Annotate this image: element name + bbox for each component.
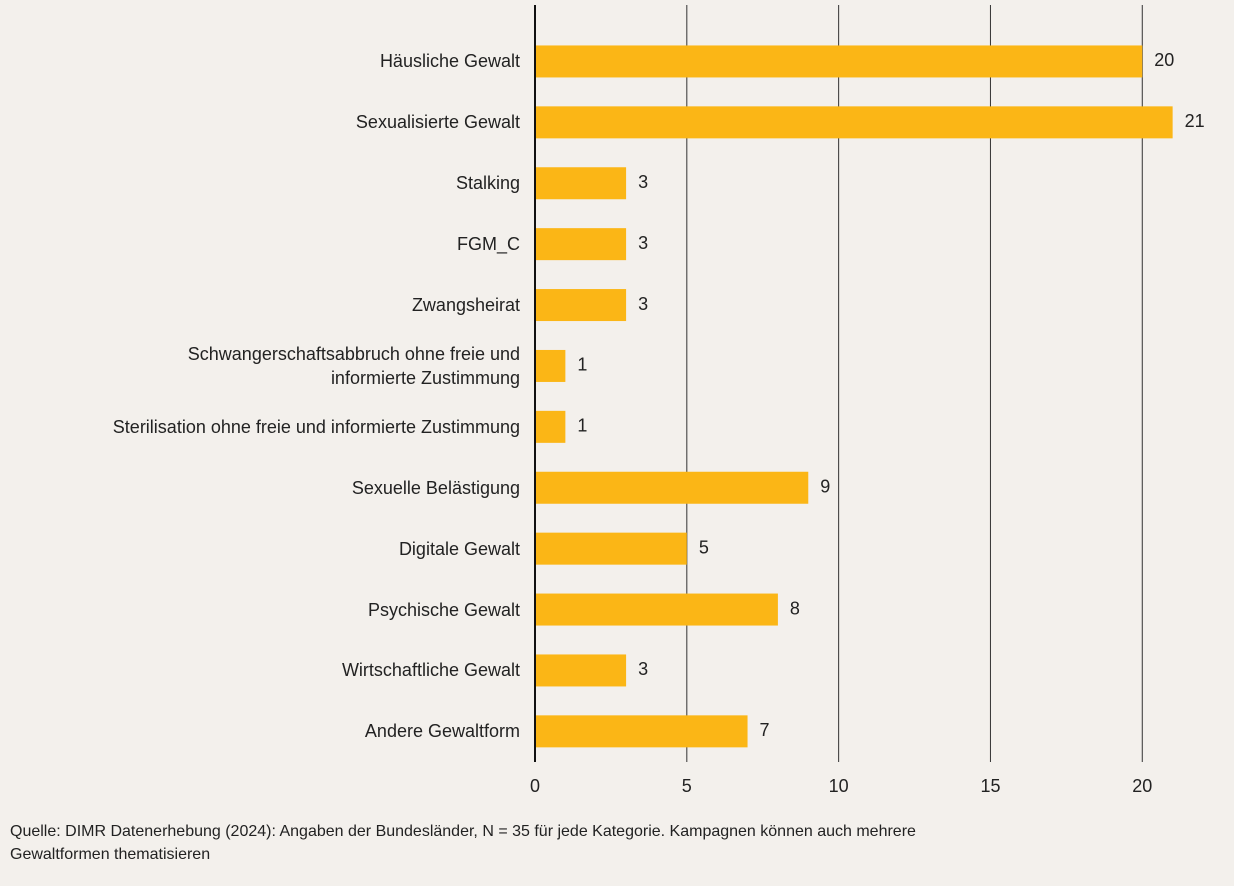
x-tick-label: 15	[980, 776, 1000, 796]
category-label: Sexuelle Belästigung	[351, 477, 520, 498]
category-label: Stalking	[455, 173, 520, 194]
value-label: 3	[638, 172, 648, 192]
bar	[535, 715, 748, 748]
bar	[535, 45, 1143, 78]
value-label: 3	[638, 233, 648, 253]
value-label: 20	[1154, 50, 1174, 70]
value-label: 1	[577, 355, 587, 375]
bar	[535, 532, 687, 565]
bar	[535, 654, 627, 687]
bar	[535, 593, 778, 626]
category-label: Zwangsheirat	[411, 295, 520, 316]
value-label: 3	[638, 294, 648, 314]
value-label: 9	[820, 477, 830, 497]
bar	[535, 289, 627, 322]
category-label: Andere Gewaltform	[364, 721, 520, 742]
category-label: Sexualisierte Gewalt	[355, 112, 520, 133]
source-note: Quelle: DIMR Datenerhebung (2024): Angab…	[10, 823, 916, 863]
category-label: Psychische Gewalt	[367, 599, 520, 620]
value-label: 3	[638, 659, 648, 679]
value-label: 1	[577, 416, 587, 436]
x-tick-label: 20	[1132, 776, 1152, 796]
bar	[535, 349, 566, 382]
value-label: 21	[1185, 111, 1205, 131]
category-label: FGM_C	[457, 234, 520, 255]
x-tick-label: 0	[530, 776, 540, 796]
bar	[535, 410, 566, 443]
category-label: Wirtschaftliche Gewalt	[341, 660, 520, 681]
value-label: 8	[790, 598, 800, 618]
category-label: Schwangerschaftsabbruch ohne freie und i…	[187, 343, 520, 388]
bar	[535, 471, 809, 504]
category-label: Häusliche Gewalt	[379, 51, 520, 72]
bar	[535, 228, 627, 261]
category-label: Sterilisation ohne freie und informierte…	[112, 416, 520, 437]
x-tick-label: 5	[682, 776, 692, 796]
x-tick-label: 10	[829, 776, 849, 796]
value-label: 5	[699, 537, 709, 557]
bar	[535, 106, 1173, 139]
bar	[535, 167, 627, 200]
value-label: 7	[760, 720, 770, 740]
category-label: Digitale Gewalt	[398, 538, 520, 559]
